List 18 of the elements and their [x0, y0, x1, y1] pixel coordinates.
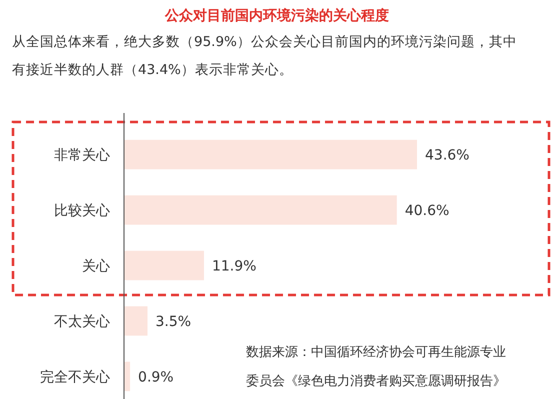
y-tick-label: 非常关心 [54, 147, 110, 164]
y-tick-label: 比较关心 [54, 202, 110, 219]
y-tick-label: 不太关心 [54, 314, 110, 330]
chart-subtitle: 从全国总体来看，绝大多数（95.9%）公众会关心目前国内的环境污染问题，其中有接近半数的人群（43.4%）表示非常关心。 [12, 34, 517, 78]
data-label: 43.6% [425, 147, 470, 164]
data-label: 3.5% [156, 314, 192, 330]
annotation: 数据来源：中国循环经济协会可再生能源专业委员会《绿色电力消费者购买意愿调研报告》 [246, 345, 506, 389]
bar [124, 195, 397, 225]
data-label: 40.6% [404, 202, 450, 219]
data-label: 0.9% [138, 369, 174, 386]
chart-title: 公众对目前国内环境污染的关心程度 [164, 7, 389, 24]
bar [124, 306, 148, 336]
bar [124, 140, 417, 170]
bar [124, 362, 130, 392]
data-label: 11.9% [212, 258, 256, 274]
y-tick-label: 关心 [82, 258, 110, 274]
bar [124, 250, 204, 280]
y-tick-label: 完全不关心 [40, 369, 110, 386]
